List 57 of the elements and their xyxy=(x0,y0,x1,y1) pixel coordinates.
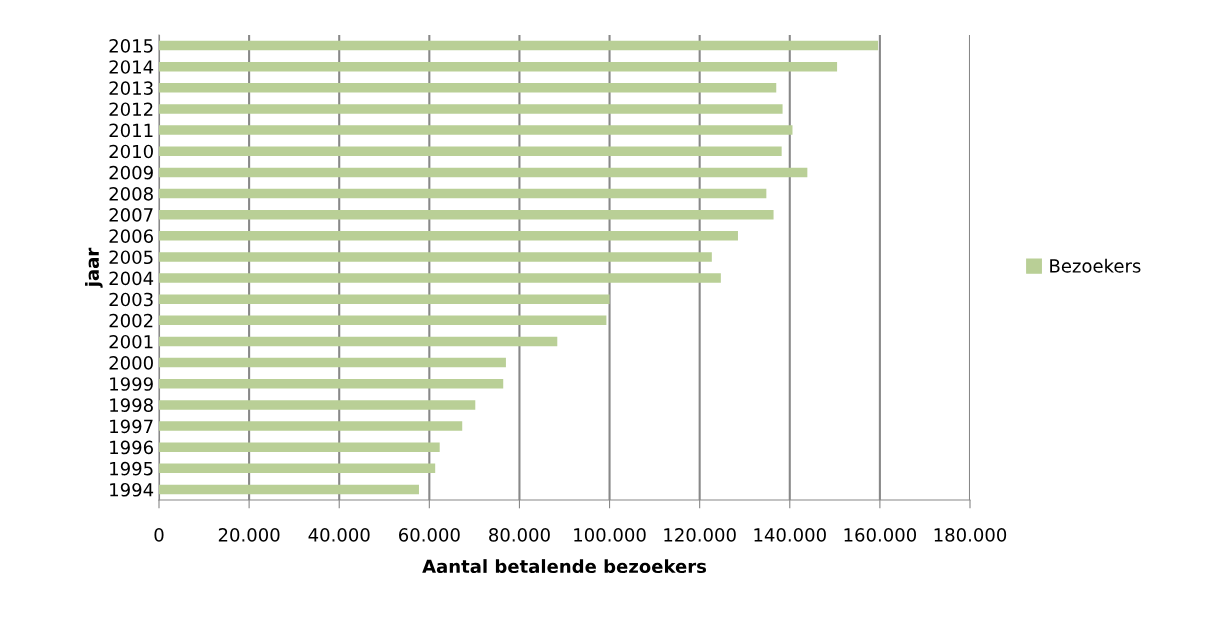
y-tick-label: 2014 xyxy=(109,60,154,74)
y-axis-title: jaar xyxy=(85,247,103,288)
bar xyxy=(159,125,793,135)
x-tick-label: 60.000 xyxy=(399,528,460,542)
y-tick-label: 1996 xyxy=(110,440,153,455)
y-tick-label: 2004 xyxy=(109,271,154,286)
x-tick-label: 140.000 xyxy=(754,528,826,542)
x-tick-label: 20.000 xyxy=(218,528,280,542)
bar xyxy=(159,484,419,495)
x-tick-label: 120.000 xyxy=(664,528,736,542)
y-tick-label: 2006 xyxy=(109,229,153,243)
y-tick-label: 2005 xyxy=(109,250,153,265)
y-tick-label: 2008 xyxy=(109,186,153,201)
bar xyxy=(159,209,774,220)
y-tick-label: 2015 xyxy=(109,39,153,53)
bar xyxy=(159,315,607,326)
bar xyxy=(159,104,783,114)
bar xyxy=(159,378,504,389)
bar xyxy=(159,252,712,262)
bar xyxy=(159,40,879,51)
bar xyxy=(159,421,463,431)
y-tick-label: 2013 xyxy=(109,81,153,95)
bar xyxy=(159,231,738,241)
y-tick-label: 2003 xyxy=(109,292,153,307)
x-tick-label: 40.000 xyxy=(308,528,370,542)
bar xyxy=(159,442,440,452)
y-tick-label: 2012 xyxy=(109,102,153,117)
y-tick-label: 2000 xyxy=(109,356,153,370)
y-tick-label: 1994 xyxy=(110,482,154,497)
bar xyxy=(159,336,558,347)
x-tick-label: 160.000 xyxy=(844,528,917,542)
x-tick-label: 0 xyxy=(154,528,164,542)
bar xyxy=(159,400,476,410)
x-tick-label: 180.000 xyxy=(934,528,1007,542)
y-tick-label: 1998 xyxy=(110,398,153,412)
y-tick-label: 2001 xyxy=(109,334,153,349)
bar xyxy=(159,146,782,157)
legend-label: Bezoekers xyxy=(1050,258,1141,273)
y-tick-label: 1997 xyxy=(110,419,153,434)
y-tick-label: 2009 xyxy=(109,165,153,180)
y-tick-label: 1999 xyxy=(110,377,153,391)
y-tick-label: 1995 xyxy=(110,461,153,476)
y-tick-label: 2007 xyxy=(109,208,153,222)
x-axis-title: Aantal betalende bezoekers xyxy=(422,559,707,574)
bar xyxy=(159,61,838,72)
bar xyxy=(159,357,506,368)
bar xyxy=(159,294,610,304)
bar xyxy=(159,463,436,474)
x-tick-label: 100.000 xyxy=(574,528,646,542)
bar xyxy=(159,188,767,199)
x-tick-label: 80.000 xyxy=(489,528,550,542)
bar xyxy=(159,83,777,93)
y-tick-label: 2010 xyxy=(109,144,153,159)
bar xyxy=(159,273,721,283)
bar xyxy=(159,167,808,178)
y-tick-label: 2002 xyxy=(109,313,153,328)
y-tick-label: 2011 xyxy=(109,123,153,138)
